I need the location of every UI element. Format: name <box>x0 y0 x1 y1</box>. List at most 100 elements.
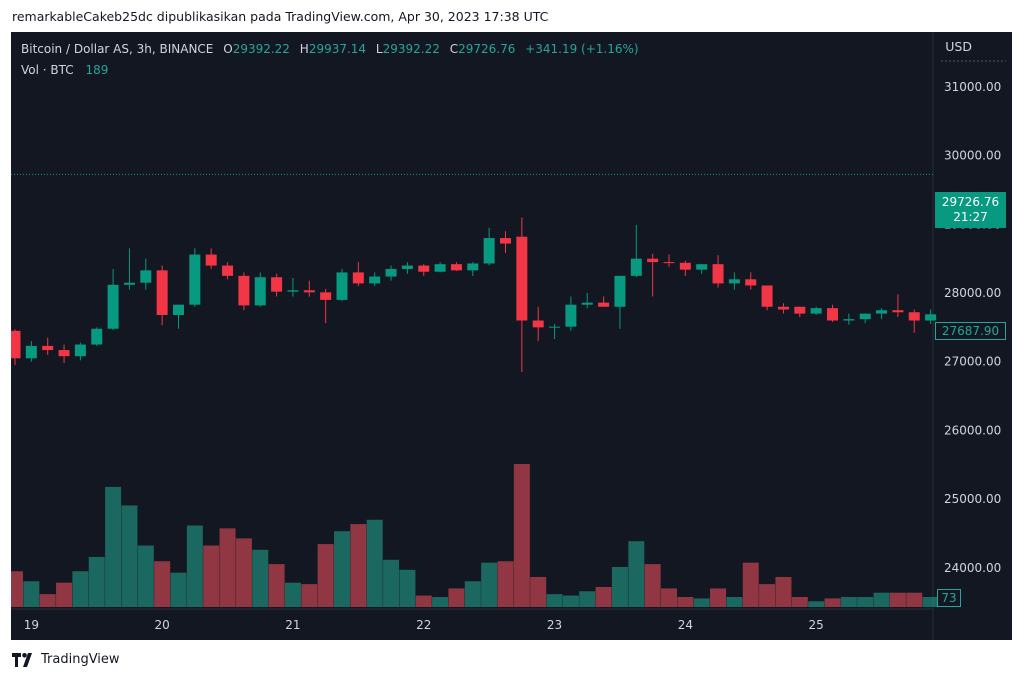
volume-bar <box>922 596 939 607</box>
volume-bar <box>317 544 334 607</box>
open-value: 29392.22 <box>232 42 290 56</box>
candle-body <box>859 313 871 320</box>
volume-bar <box>775 576 792 607</box>
candle-body <box>908 312 920 321</box>
volume-bar <box>513 464 530 607</box>
candle-body <box>630 258 642 276</box>
candle-body <box>450 264 462 271</box>
tradingview-logo[interactable]: TradingView <box>12 652 120 667</box>
time-tick-label: 24 <box>678 618 693 632</box>
last-price-value: 29726.76 <box>941 195 1000 209</box>
candle-body <box>761 285 773 307</box>
candle-body <box>434 264 446 272</box>
open-key: O <box>223 42 233 56</box>
candle-body <box>745 279 757 286</box>
volume-bar <box>186 525 203 607</box>
candle-body <box>173 304 184 316</box>
high-key: H <box>299 42 309 56</box>
candle-body <box>516 236 528 321</box>
time-tick-label: 25 <box>809 618 824 632</box>
volume-bar <box>710 588 727 607</box>
price-tick-label: 28000.00 <box>944 286 1001 300</box>
candle-body <box>74 344 86 357</box>
volume-bar <box>791 596 808 607</box>
volume-bar <box>252 549 269 607</box>
candle-body <box>238 275 250 306</box>
volume-bar <box>415 595 432 607</box>
volume-bar <box>56 582 73 607</box>
volume-label: Vol · BTC <box>21 63 74 77</box>
candle-body <box>320 292 332 300</box>
high-value: 29937.14 <box>308 42 367 56</box>
candle-body <box>352 272 364 284</box>
candle-body <box>810 308 822 314</box>
candle-body <box>123 282 135 285</box>
volume-bar <box>579 591 596 607</box>
volume-bar <box>759 584 776 607</box>
brand-name: TradingView <box>41 652 120 667</box>
candle-body <box>581 302 593 305</box>
prev-price-tag: 27687.90 <box>935 322 1006 340</box>
volume-bar <box>72 571 89 607</box>
chart-panel[interactable]: 31000.0030000.0029000.0028000.0027000.00… <box>11 32 1012 640</box>
candle-body <box>925 314 937 321</box>
candle-body <box>614 275 626 307</box>
volume-bar <box>88 556 105 607</box>
candle-body <box>303 290 315 293</box>
price-tick-label: 25000.00 <box>944 492 1001 506</box>
volume-bar <box>170 572 187 607</box>
time-tick-label: 20 <box>155 618 170 632</box>
candle-body <box>254 277 266 306</box>
candle-body <box>647 258 659 263</box>
candle-body <box>728 279 740 284</box>
volume-bar <box>105 486 122 607</box>
volume-bar <box>661 588 677 607</box>
volume-bar <box>873 592 890 607</box>
volume-bar <box>154 561 171 607</box>
candle-body <box>876 310 888 314</box>
price-tick-label: 26000.00 <box>944 423 1001 437</box>
candle-body <box>777 306 789 310</box>
volume-bar <box>268 564 285 607</box>
candle-body <box>205 254 217 266</box>
candle-body <box>140 270 152 283</box>
candle-body <box>156 270 168 316</box>
time-tick-label: 21 <box>285 618 300 632</box>
candle-body <box>483 238 495 264</box>
volume-bar <box>350 524 367 607</box>
price-tick-label: 27000.00 <box>944 355 1001 369</box>
candle-body <box>369 276 381 284</box>
change-value: +341.19 (+1.16%) <box>525 42 639 56</box>
volume-bar <box>497 561 514 607</box>
candle-body <box>222 265 234 276</box>
volume-bar <box>726 596 743 607</box>
candle-body <box>385 268 397 277</box>
candle-body <box>565 304 577 327</box>
volume-bar <box>203 545 220 607</box>
volume-bar <box>219 528 236 607</box>
volume-bar <box>808 601 825 607</box>
candle-body <box>107 284 119 329</box>
volume-bar <box>824 598 841 607</box>
candle-body <box>712 264 724 284</box>
candle-body <box>42 345 54 351</box>
candle-body <box>401 265 413 269</box>
price-tick-label: 30000.00 <box>944 149 1001 163</box>
candlestick-chart[interactable]: 31000.0030000.0029000.0028000.0027000.00… <box>11 32 1012 640</box>
volume-bar <box>11 571 23 607</box>
candle-body <box>843 319 855 321</box>
volume-bar <box>857 596 874 607</box>
volume-bar <box>628 541 645 607</box>
candle-body <box>91 328 103 345</box>
volume-bar <box>235 538 252 607</box>
volume-bar <box>611 566 628 607</box>
volume-bar <box>23 581 40 607</box>
volume-bar <box>693 598 710 607</box>
low-key: L <box>375 42 383 56</box>
volume-bar <box>39 594 56 607</box>
time-tick-label: 19 <box>24 618 39 632</box>
candle-body <box>25 345 37 359</box>
volume-bar <box>644 564 661 607</box>
currency-label[interactable]: USD <box>945 39 972 54</box>
candle-body <box>336 272 348 300</box>
